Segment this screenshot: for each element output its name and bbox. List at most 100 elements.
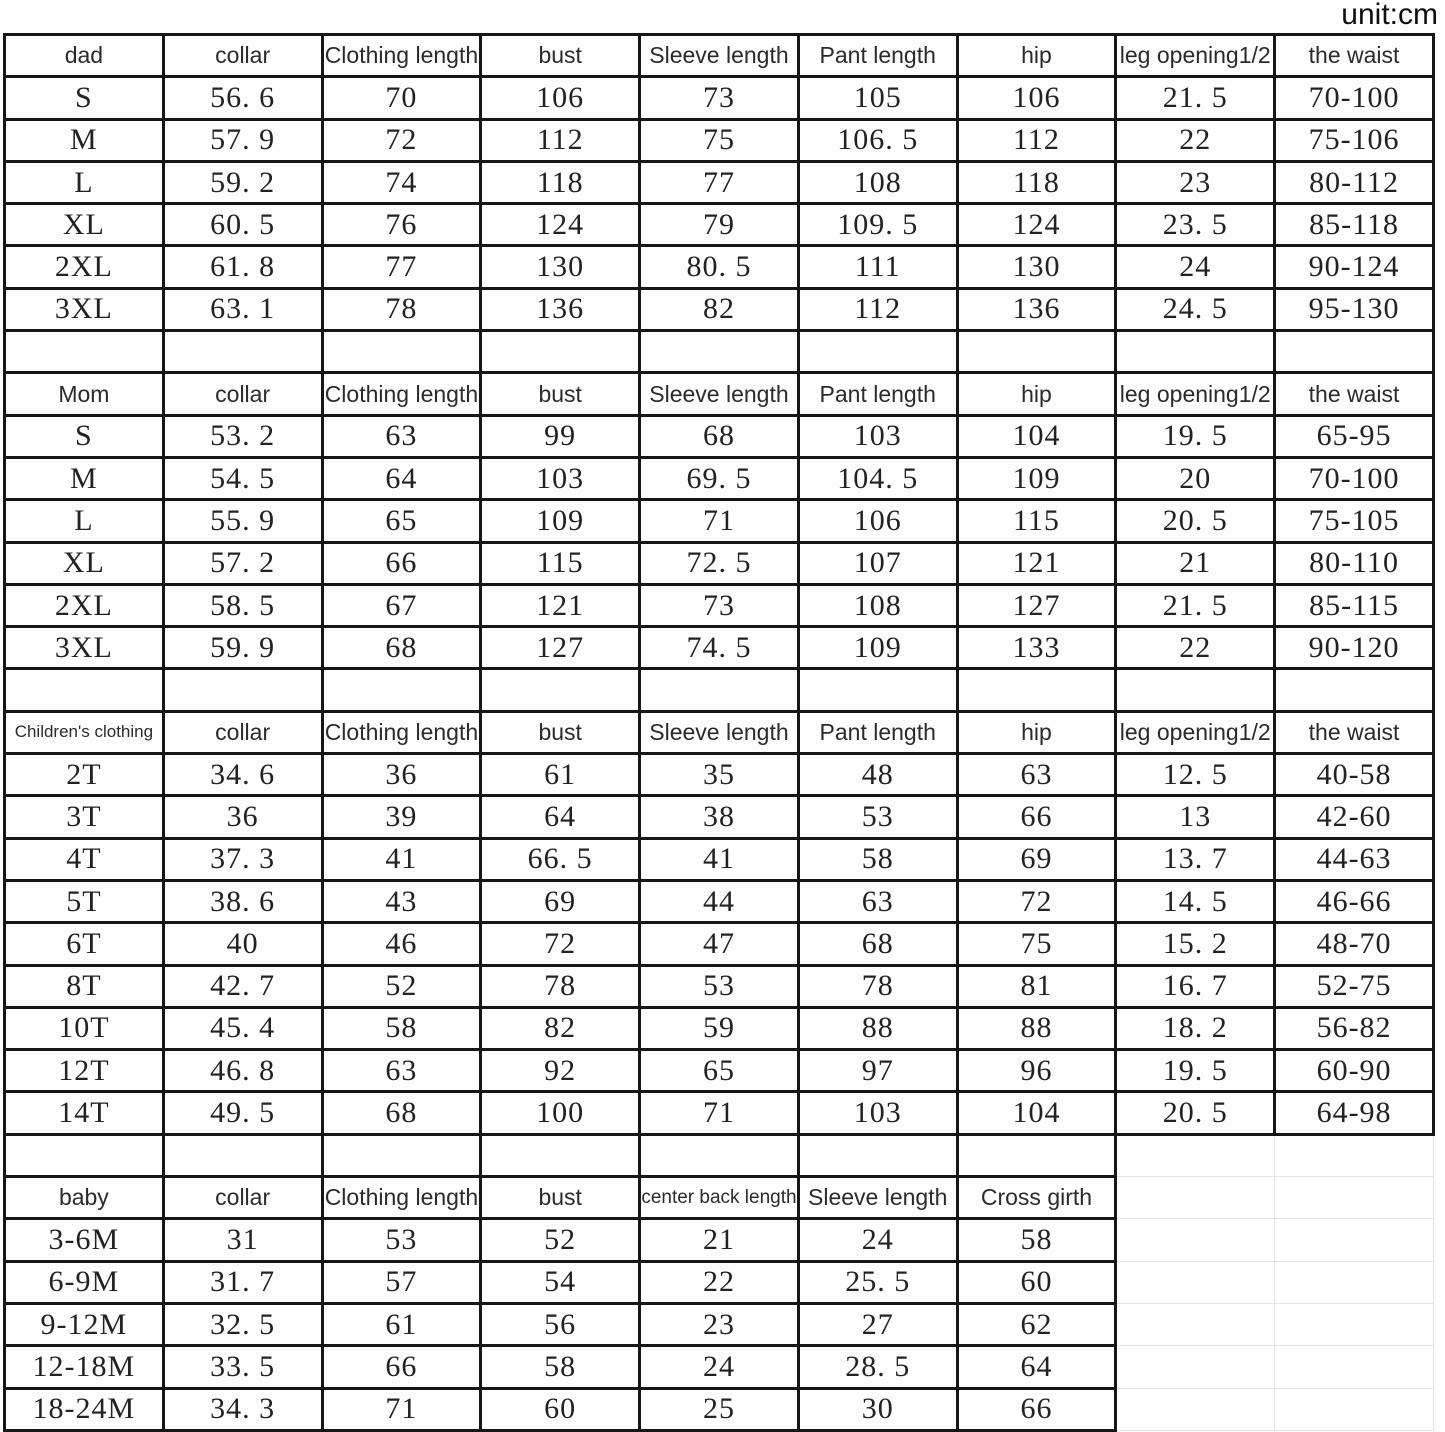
phantom-cell	[1274, 1176, 1434, 1220]
size-cell: 2XL	[3, 582, 165, 629]
value-cell: 71	[320, 1386, 483, 1432]
column-header: collar	[161, 1175, 324, 1221]
value-cell: 74. 5	[638, 625, 800, 671]
value-cell: 38. 6	[161, 878, 324, 925]
spacer-cell	[479, 1132, 642, 1179]
size-cell: S	[3, 413, 165, 459]
column-header: collar	[161, 709, 324, 756]
value-cell: 75	[955, 921, 1118, 967]
dad-row-3XL: 3XL 63. 1 78 136 82 112 136 24. 5 95-130	[3, 286, 1435, 333]
value-cell: 133	[955, 625, 1118, 671]
value-cell: 80-112	[1273, 159, 1435, 206]
value-cell: 88	[796, 1005, 959, 1052]
mom-row-L: L 55. 9 65 109 71 106 115 20. 5 75-105	[3, 498, 1435, 544]
mom-row-3XL: 3XL 59. 9 68 127 74. 5 109 133 22 90-120	[3, 625, 1435, 671]
value-cell: 66	[955, 1386, 1118, 1432]
value-cell: 103	[796, 413, 959, 459]
size-cell: 2XL	[3, 244, 165, 290]
value-cell: 58	[479, 1344, 642, 1390]
phantom-cell	[1115, 1176, 1276, 1220]
value-cell: 80-110	[1273, 540, 1435, 586]
value-cell: 31. 7	[161, 1259, 324, 1305]
value-cell: 80. 5	[638, 244, 800, 290]
column-header: the waist	[1273, 709, 1435, 756]
value-cell: 67	[320, 582, 483, 629]
value-cell: 108	[796, 159, 959, 206]
value-cell: 46. 8	[161, 1048, 324, 1094]
spacer-row	[3, 1132, 1434, 1179]
value-cell: 71	[638, 498, 800, 544]
value-cell: 68	[320, 625, 483, 671]
phantom-cell	[1274, 1302, 1434, 1347]
value-cell: 37. 3	[161, 836, 324, 882]
size-cell: 10T	[3, 1005, 165, 1052]
column-header: hip	[955, 371, 1118, 417]
value-cell: 75	[638, 117, 800, 163]
value-cell: 72. 5	[638, 540, 800, 586]
value-cell: 48	[796, 752, 959, 798]
value-cell: 19. 5	[1114, 1048, 1277, 1094]
value-cell: 111	[796, 244, 959, 290]
value-cell: 48-70	[1273, 921, 1435, 967]
value-cell: 72	[320, 117, 483, 163]
dad-row-S: S 56. 6 70 106 73 105 106 21. 5 70-100	[3, 75, 1435, 121]
size-cell: 6-9M	[3, 1259, 165, 1305]
value-cell: 61	[479, 752, 642, 798]
value-cell: 53	[320, 1217, 483, 1263]
value-cell: 69. 5	[638, 455, 800, 502]
value-cell: 90-120	[1273, 625, 1435, 671]
value-cell: 18. 2	[1114, 1005, 1277, 1052]
size-cell: 3-6M	[3, 1217, 165, 1263]
value-cell: 76	[320, 202, 483, 248]
value-cell: 58	[955, 1217, 1118, 1263]
value-cell: 104. 5	[796, 455, 959, 502]
baby-row-9-12M: 9-12M 32. 5 61 56 23 27 62	[3, 1301, 1434, 1348]
spacer-cell	[955, 1132, 1118, 1179]
value-cell: 74	[320, 159, 483, 206]
spacer-cell	[320, 667, 483, 713]
value-cell: 66	[320, 1344, 483, 1390]
spacer-cell	[1274, 1133, 1434, 1178]
value-cell: 33. 5	[161, 1344, 324, 1390]
value-cell: 65-95	[1273, 413, 1435, 459]
size-cell: M	[3, 117, 165, 163]
column-header: bust	[479, 1175, 642, 1221]
value-cell: 24. 5	[1114, 286, 1277, 333]
value-cell: 109	[796, 625, 959, 671]
value-cell: 52	[320, 963, 483, 1009]
value-cell: 47	[638, 921, 800, 967]
spacer-row	[3, 667, 1435, 713]
value-cell: 20. 5	[1114, 498, 1277, 544]
value-cell: 78	[320, 286, 483, 333]
unit-label: unit:cm	[1341, 0, 1438, 31]
value-cell: 42-60	[1273, 794, 1435, 840]
value-cell: 92	[479, 1048, 642, 1094]
value-cell: 106	[479, 75, 642, 121]
value-cell: 127	[479, 625, 642, 671]
spacer-cell	[161, 667, 324, 713]
column-header: leg opening1/2	[1114, 32, 1277, 79]
value-cell: 70	[320, 75, 483, 121]
value-cell: 62	[955, 1301, 1118, 1348]
value-cell: 70-100	[1273, 455, 1435, 502]
spacer-cell	[796, 667, 959, 713]
dad-row-M: M 57. 9 72 112 75 106. 5 112 22 75-106	[3, 117, 1435, 163]
value-cell: 75-105	[1273, 498, 1435, 544]
value-cell: 20	[1114, 455, 1277, 502]
value-cell: 82	[638, 286, 800, 333]
value-cell: 71	[638, 1090, 800, 1136]
size-cell: 5T	[3, 878, 165, 925]
value-cell: 118	[479, 159, 642, 206]
baby-header-row: baby collar Clothing length bust center back…	[3, 1175, 1434, 1221]
column-header: hip	[955, 32, 1118, 79]
value-cell: 121	[955, 540, 1118, 586]
children-row-5T: 5T 38. 6 43 69 44 63 72 14. 5 46-66	[3, 878, 1435, 925]
children-row-12T: 12T 46. 8 63 92 65 97 96 19. 5 60-90	[3, 1048, 1435, 1094]
value-cell: 56. 6	[161, 75, 324, 121]
value-cell: 115	[955, 498, 1118, 544]
value-cell: 66	[955, 794, 1118, 840]
value-cell: 23. 5	[1114, 202, 1277, 248]
value-cell: 23	[638, 1301, 800, 1348]
value-cell: 66. 5	[479, 836, 642, 882]
